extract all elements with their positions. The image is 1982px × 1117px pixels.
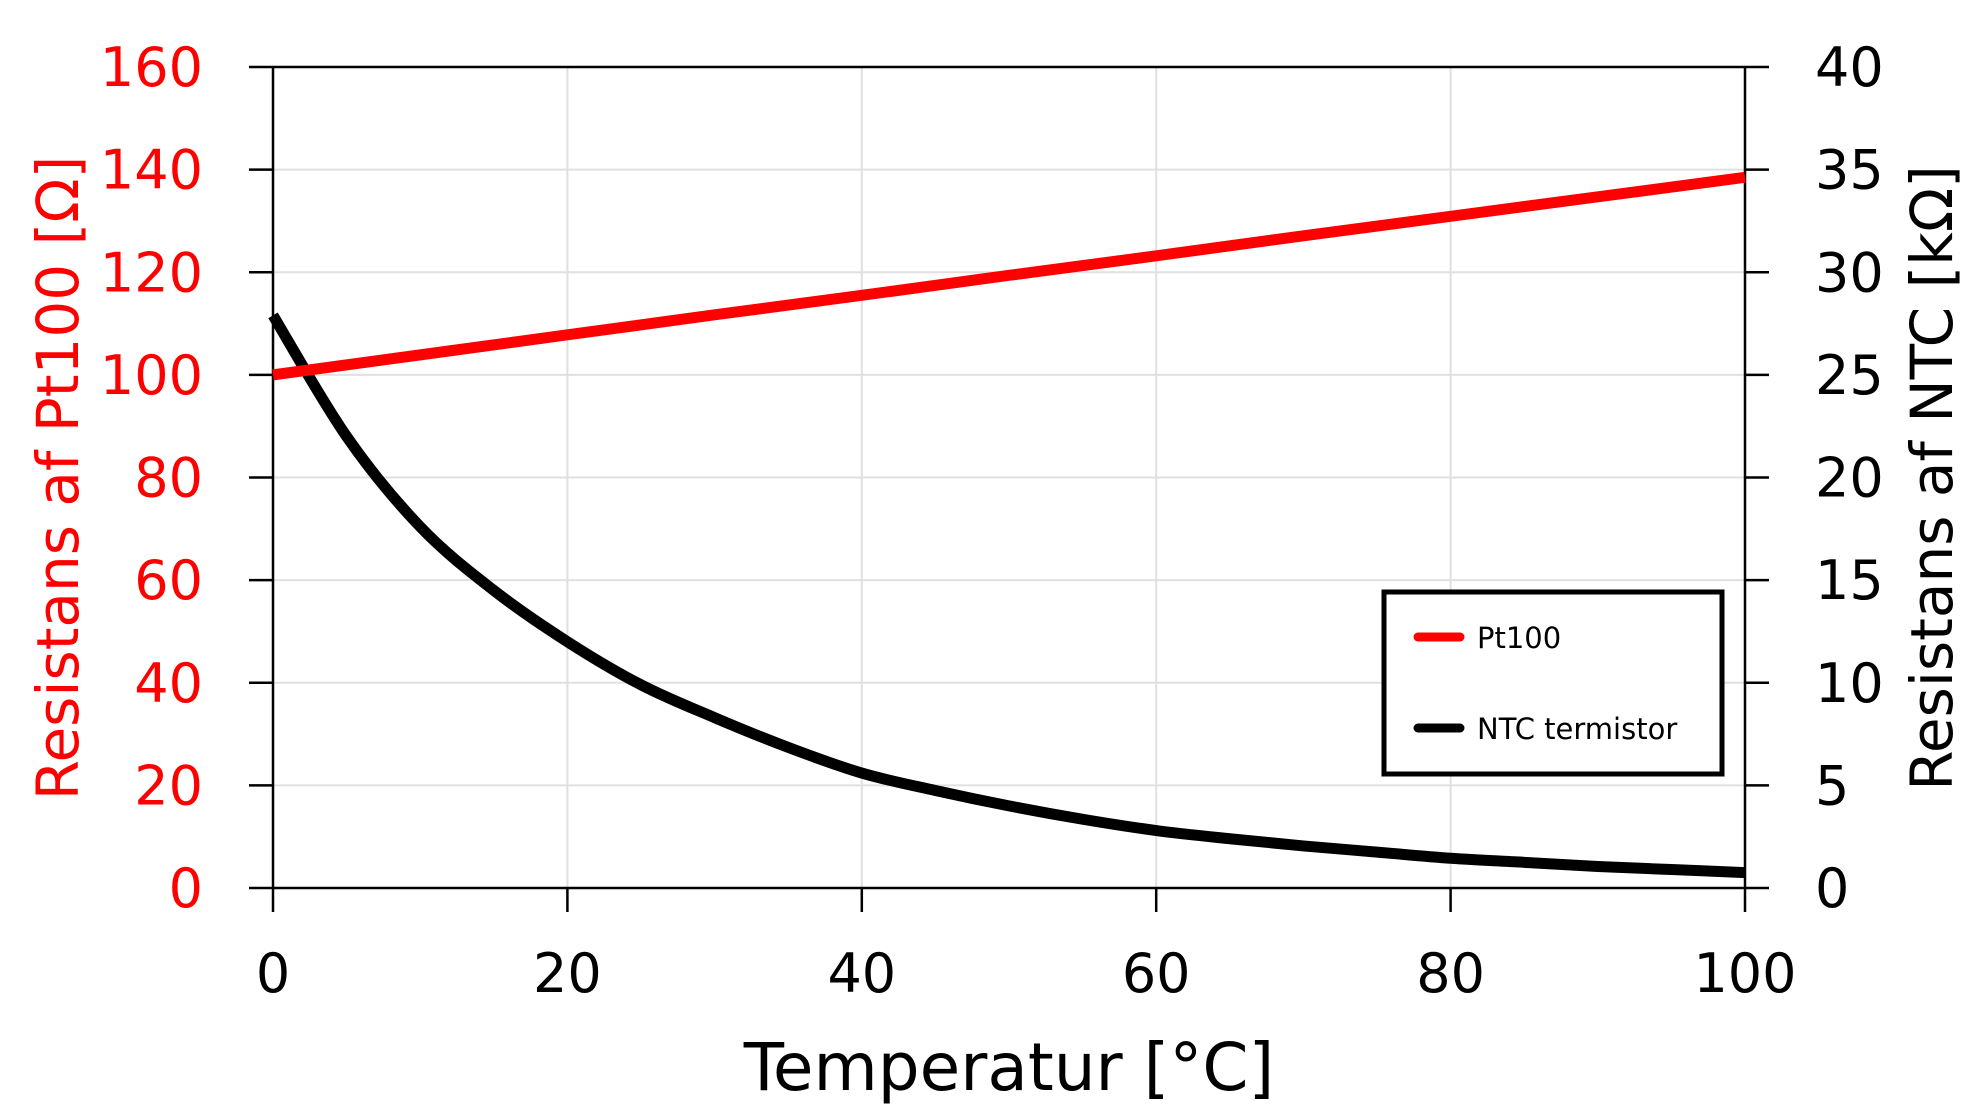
x-axis-title: Temperatur [°C]	[743, 1029, 1274, 1106]
left-tick-label: 40	[134, 652, 203, 715]
left-tick-label: 140	[100, 139, 203, 202]
gridlines	[273, 67, 1745, 888]
legend-label-ntc: NTC termistor	[1477, 712, 1677, 746]
x-tick-label: 60	[1122, 942, 1191, 1005]
x-tick-label: 80	[1416, 942, 1485, 1005]
left-axis-title: Resistans af Pt100 [Ω]	[24, 156, 92, 800]
left-tick-label: 100	[100, 344, 203, 407]
x-tick-label: 0	[256, 942, 290, 1005]
legend-box	[1381, 589, 1725, 777]
right-axis-tick-labels: 0 5 10 15 20 25 30 35 40	[1815, 36, 1884, 920]
right-tick-label: 25	[1815, 344, 1884, 407]
right-tick-label: 35	[1815, 139, 1884, 202]
right-tick-label: 40	[1815, 36, 1884, 99]
legend: Pt100 NTC termistor	[1381, 589, 1725, 777]
right-tick-label: 0	[1815, 857, 1849, 920]
series-lines	[268, 171, 1746, 879]
x-tick-label: 40	[827, 942, 896, 1005]
left-tick-label: 80	[134, 447, 203, 510]
right-tick-label: 10	[1815, 652, 1884, 715]
x-tick-label: 100	[1693, 942, 1796, 1005]
left-tick-label: 0	[169, 857, 203, 920]
left-tick-label: 20	[134, 754, 203, 817]
right-tick-label: 20	[1815, 447, 1884, 510]
left-tick-label: 60	[134, 549, 203, 612]
right-tick-label: 5	[1815, 754, 1849, 817]
axes	[249, 65, 1769, 912]
right-tick-label: 30	[1815, 241, 1884, 304]
x-tick-label: 20	[533, 942, 602, 1005]
left-axis-tick-labels: 0 20 40 60 80 100 120 140 160	[100, 36, 203, 920]
right-axis-title: Resistans af NTC [kΩ]	[1898, 165, 1966, 791]
series-line-pt100	[272, 171, 1746, 381]
right-tick-label: 15	[1815, 549, 1884, 612]
left-tick-label: 120	[100, 241, 203, 304]
left-tick-label: 160	[100, 36, 203, 99]
legend-label-pt100: Pt100	[1477, 621, 1561, 655]
x-axis-tick-labels: 0 20 40 60 80 100	[256, 942, 1797, 1005]
